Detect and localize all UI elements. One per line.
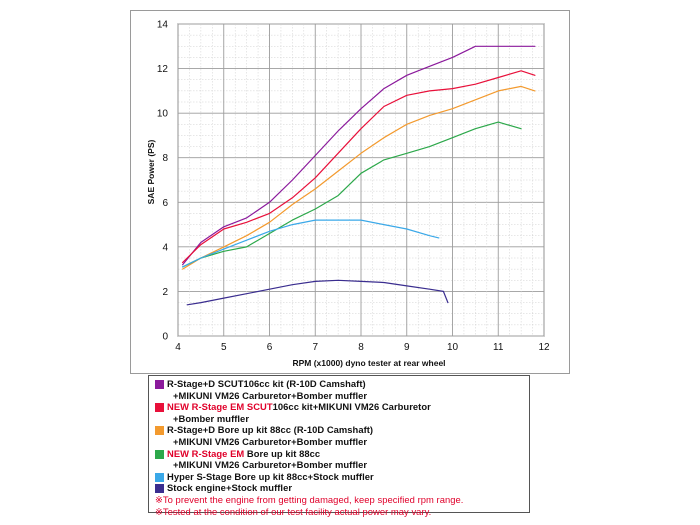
legend-text: 106cc kit+MIKUNI VM26 Carburetor [273,401,431,412]
legend-swatch [155,380,164,389]
x-tick-label: 11 [493,342,504,353]
legend-entry: Hyper S-Stage Bore up kit 88cc+Stock muf… [155,471,529,483]
x-tick-label: 7 [312,342,318,353]
footnote: ※Tested at the condition of our test fac… [155,506,529,518]
footnote: ※To prevent the engine from getting dama… [155,494,529,506]
legend-entry: R-Stage+D SCUT106cc kit (R-10D Camshaft) [155,378,529,390]
legend-highlight-text: NEW R-Stage EM [167,448,244,459]
y-tick-label: 12 [157,64,169,75]
legend-text: R-Stage+D Bore up kit 88cc (R-10D Camsha… [167,424,373,435]
legend-swatch [155,403,164,412]
power-curve-chart: 4 5 6 7 8 9 10 11 12 0 2 4 6 8 10 12 14 RPM (x1000) dyno… [131,11,569,373]
legend-text: Stock engine+Stock muffler [167,482,292,493]
x-tick-label: 8 [358,342,364,353]
y-tick-label: 2 [162,287,168,298]
legend-text: Bore up kit 88cc [244,448,320,459]
legend-text-continuation: +Bomber muffler [155,413,529,425]
chart-panel: 4 5 6 7 8 9 10 11 12 0 2 4 6 8 10 12 14 RPM (x1000) dyno… [130,10,570,374]
legend-swatch [155,473,164,482]
x-tick-label: 9 [404,342,410,353]
y-tick-label: 6 [162,198,168,209]
legend-entry: R-Stage+D Bore up kit 88cc (R-10D Camsha… [155,424,529,436]
x-tick-label: 5 [221,342,227,353]
x-axis-title: RPM (x1000) dyno tester at rear wheel [292,358,445,368]
legend-box: R-Stage+D SCUT106cc kit (R-10D Camshaft)… [148,375,530,513]
legend-text-continuation: +MIKUNI VM26 Carburetor+Bomber muffler [155,390,529,402]
x-tick-label: 4 [175,342,181,353]
y-tick-label: 0 [162,332,168,343]
y-tick-label: 8 [162,153,168,164]
y-tick-label: 14 [157,20,169,31]
legend-swatch [155,426,164,435]
legend-swatch [155,484,164,493]
legend-text-continuation: +MIKUNI VM26 Carburetor+Bomber muffler [155,436,529,448]
legend-entry: Stock engine+Stock muffler [155,482,529,494]
x-tick-label: 6 [267,342,273,353]
y-axis-title: SAE Power (PS) [146,139,156,204]
legend-text-continuation: +MIKUNI VM26 Carburetor+Bomber muffler [155,459,529,471]
legend-entry: NEW R-Stage EM SCUT106cc kit+MIKUNI VM26… [155,401,529,413]
x-tick-label: 10 [447,342,459,353]
legend-highlight-text: NEW R-Stage EM SCUT [167,401,273,412]
grid-layer [178,24,544,336]
legend-text: R-Stage+D SCUT106cc kit (R-10D Camshaft) [167,378,366,389]
legend-text: Hyper S-Stage Bore up kit 88cc+Stock muf… [167,471,374,482]
legend-swatch [155,450,164,459]
y-tick-label: 10 [157,109,169,120]
legend-entry: NEW R-Stage EM Bore up kit 88cc [155,448,529,460]
y-tick-label: 4 [162,242,168,253]
x-tick-label: 12 [538,342,550,353]
